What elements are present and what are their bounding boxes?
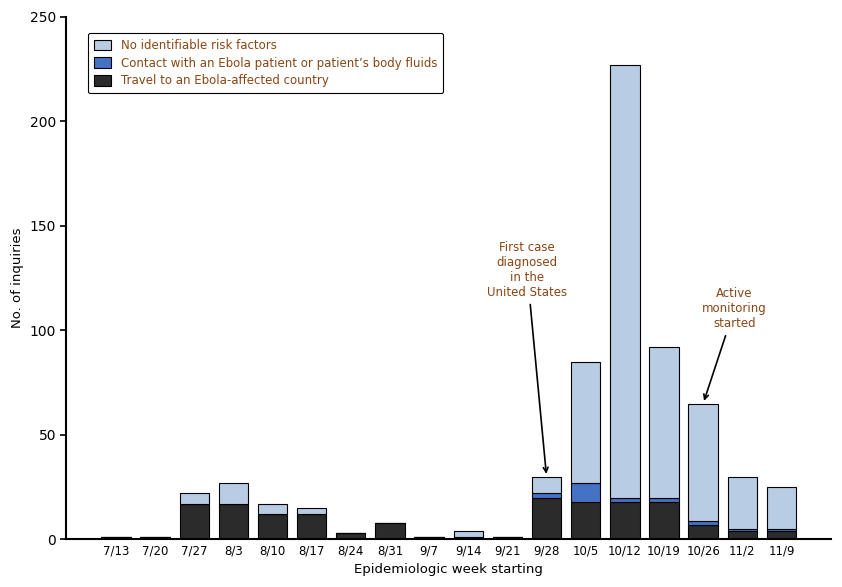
Bar bbox=[219, 504, 248, 539]
Text: First case
diagnosed
in the
United States: First case diagnosed in the United State… bbox=[487, 241, 567, 472]
Bar bbox=[571, 362, 600, 483]
Bar bbox=[297, 508, 327, 514]
X-axis label: Epidemiologic week starting: Epidemiologic week starting bbox=[354, 563, 543, 576]
Legend: No identifiable risk factors, Contact with an Ebola patient or patient’s body fl: No identifiable risk factors, Contact wi… bbox=[88, 33, 443, 93]
Bar bbox=[610, 65, 640, 498]
Bar bbox=[532, 477, 562, 494]
Bar bbox=[767, 531, 797, 539]
Bar bbox=[689, 525, 718, 539]
Bar bbox=[767, 529, 797, 531]
Bar bbox=[727, 529, 757, 531]
Bar bbox=[571, 483, 600, 502]
Text: Active
monitoring
started: Active monitoring started bbox=[702, 287, 767, 399]
Bar bbox=[689, 521, 718, 525]
Bar bbox=[689, 403, 718, 521]
Bar bbox=[179, 494, 209, 504]
Bar bbox=[179, 504, 209, 539]
Bar bbox=[454, 537, 483, 539]
Bar bbox=[336, 533, 365, 539]
Bar bbox=[727, 531, 757, 539]
Bar bbox=[141, 537, 170, 539]
Bar bbox=[610, 498, 640, 502]
Bar bbox=[727, 477, 757, 529]
Bar bbox=[376, 523, 405, 539]
Bar bbox=[101, 537, 131, 539]
Bar bbox=[649, 347, 679, 498]
Bar bbox=[258, 504, 287, 514]
Bar bbox=[219, 483, 248, 504]
Bar bbox=[610, 502, 640, 539]
Bar bbox=[532, 498, 562, 539]
Bar bbox=[649, 502, 679, 539]
Bar bbox=[767, 487, 797, 529]
Bar bbox=[532, 494, 562, 498]
Bar bbox=[258, 514, 287, 539]
Bar bbox=[649, 498, 679, 502]
Y-axis label: No. of inquiries: No. of inquiries bbox=[11, 228, 24, 328]
Bar bbox=[493, 537, 522, 539]
Bar bbox=[414, 537, 444, 539]
Bar bbox=[571, 502, 600, 539]
Bar bbox=[297, 514, 327, 539]
Bar bbox=[454, 531, 483, 537]
